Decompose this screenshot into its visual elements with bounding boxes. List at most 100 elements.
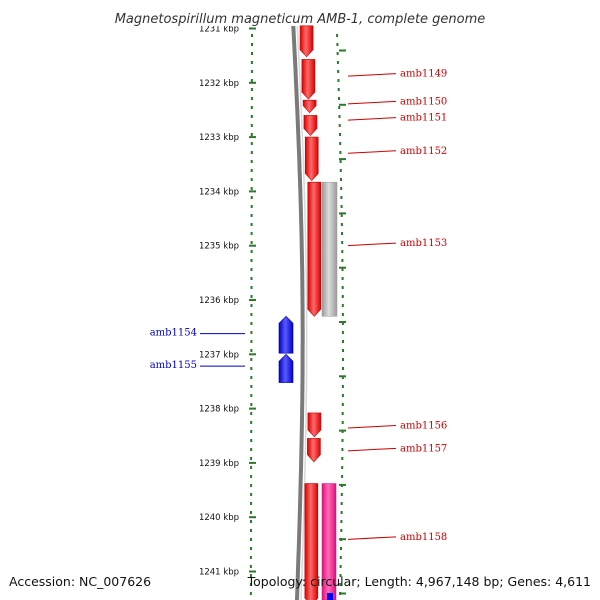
- guide-dot: [250, 97, 253, 100]
- guide-dot: [336, 34, 339, 37]
- guide-dot: [340, 529, 343, 532]
- guide-dot: [249, 583, 252, 586]
- guide-dot: [251, 43, 253, 46]
- guide-dot: [250, 349, 253, 352]
- right-major-tick: [339, 375, 346, 378]
- guide-dot: [250, 502, 253, 505]
- guide-dot: [336, 43, 339, 46]
- tick-label: 1236 kbp: [199, 296, 239, 306]
- guide-dot: [341, 286, 344, 289]
- guide-dot: [250, 520, 252, 523]
- features-layer: [278, 25, 338, 600]
- right-major-tick: [339, 103, 346, 106]
- gene-label-amb1150: amb1150: [400, 96, 447, 107]
- guide-dot: [342, 349, 344, 352]
- leader-line-amb1151: [347, 117, 397, 121]
- major-tick: [249, 353, 256, 356]
- gray-feature: [321, 181, 338, 317]
- guide-dot: [250, 151, 253, 154]
- tick-label: 1241 kbp: [199, 568, 239, 578]
- major-tick: [249, 244, 256, 247]
- guide-dot: [251, 34, 253, 37]
- guide-dot: [250, 430, 253, 433]
- major-tick: [249, 190, 256, 193]
- guide-dot: [340, 223, 343, 226]
- guide-dot: [341, 466, 344, 469]
- guide-dot: [339, 142, 342, 145]
- guide-dot: [249, 592, 252, 595]
- guide-dot: [338, 115, 341, 118]
- right-major-tick: [339, 158, 346, 161]
- magenta-feature: [321, 483, 337, 600]
- leader-line-amb1156: [347, 425, 397, 429]
- guide-dot: [250, 322, 253, 325]
- tick-label: 1235 kbp: [199, 242, 239, 252]
- major-tick: [249, 136, 256, 139]
- guide-dot: [340, 520, 343, 523]
- right-major-tick: [339, 266, 346, 269]
- guide-dot: [250, 547, 252, 550]
- guide-dot: [341, 448, 344, 451]
- guide-dot: [341, 250, 344, 253]
- tick-label: 1240 kbp: [199, 513, 239, 523]
- guide-dot: [340, 511, 343, 514]
- reverse-gene-amb1155: [278, 353, 294, 383]
- map-title: Magnetospirillum magneticum AMB-1, compl…: [115, 12, 486, 27]
- guide-dot: [337, 70, 340, 73]
- guide-dot: [250, 223, 253, 226]
- right-guide-dots: [336, 34, 344, 595]
- guide-dot: [339, 151, 342, 154]
- backbone-highlight: [295, 0, 308, 600]
- guide-dot: [336, 52, 339, 55]
- leader-line-amb1150: [347, 100, 397, 105]
- guide-dot: [249, 556, 252, 559]
- guide-dot: [249, 574, 252, 577]
- guide-dot: [340, 547, 342, 550]
- guide-dot: [339, 583, 342, 586]
- guide-dot: [250, 61, 253, 64]
- gene-labels-layer: amb1149 amb1150 amb1151 amb1152 amb1153 amb11…: [150, 69, 448, 543]
- guide-dot: [250, 403, 253, 406]
- guide-dot: [341, 277, 344, 280]
- guide-dot: [336, 61, 339, 64]
- guide-dot: [250, 232, 253, 235]
- guide-dot: [342, 367, 344, 370]
- left-guide-dots: [249, 34, 253, 595]
- guide-dot: [340, 205, 343, 208]
- guide-dot: [250, 88, 253, 91]
- guide-dot: [341, 394, 344, 397]
- guide-dot: [250, 376, 253, 379]
- guide-dot: [250, 304, 253, 307]
- major-tick: [249, 81, 256, 84]
- guide-dot: [341, 457, 344, 460]
- forward-gene-amb1156: [307, 412, 322, 438]
- guide-dot: [341, 313, 344, 316]
- guide-dot: [342, 340, 344, 343]
- guide-dot: [250, 511, 252, 514]
- major-tick: [249, 407, 256, 410]
- guide-dot: [250, 178, 253, 181]
- guide-dot: [341, 475, 344, 478]
- guide-dot: [341, 412, 344, 415]
- guide-dot: [341, 241, 344, 244]
- gene-label-amb1157: amb1157: [400, 443, 447, 454]
- gene-label-amb1149: amb1149: [400, 69, 447, 80]
- right-major-tick: [339, 538, 346, 541]
- guide-dot: [250, 286, 253, 289]
- forward-gene-amb1158: [304, 483, 319, 600]
- tick-label: 1239 kbp: [199, 459, 239, 469]
- guide-dot: [250, 106, 253, 109]
- forward-gene-amb1152: [304, 136, 319, 181]
- axis-ticks-layer: 1231 kbp 1232 kbp 1233 kbp 1234 kbp 1235 kbp…: [199, 25, 346, 595]
- forward-gene-amb1149: [299, 25, 314, 58]
- guide-dot: [340, 214, 343, 217]
- guide-dot: [250, 277, 253, 280]
- right-major-tick: [339, 212, 346, 215]
- guide-dot: [337, 79, 340, 82]
- tick-label: 1232 kbp: [199, 79, 239, 89]
- guide-dot: [250, 385, 253, 388]
- guide-dot: [250, 250, 253, 253]
- guide-dot: [250, 475, 253, 478]
- guide-dot: [340, 196, 343, 199]
